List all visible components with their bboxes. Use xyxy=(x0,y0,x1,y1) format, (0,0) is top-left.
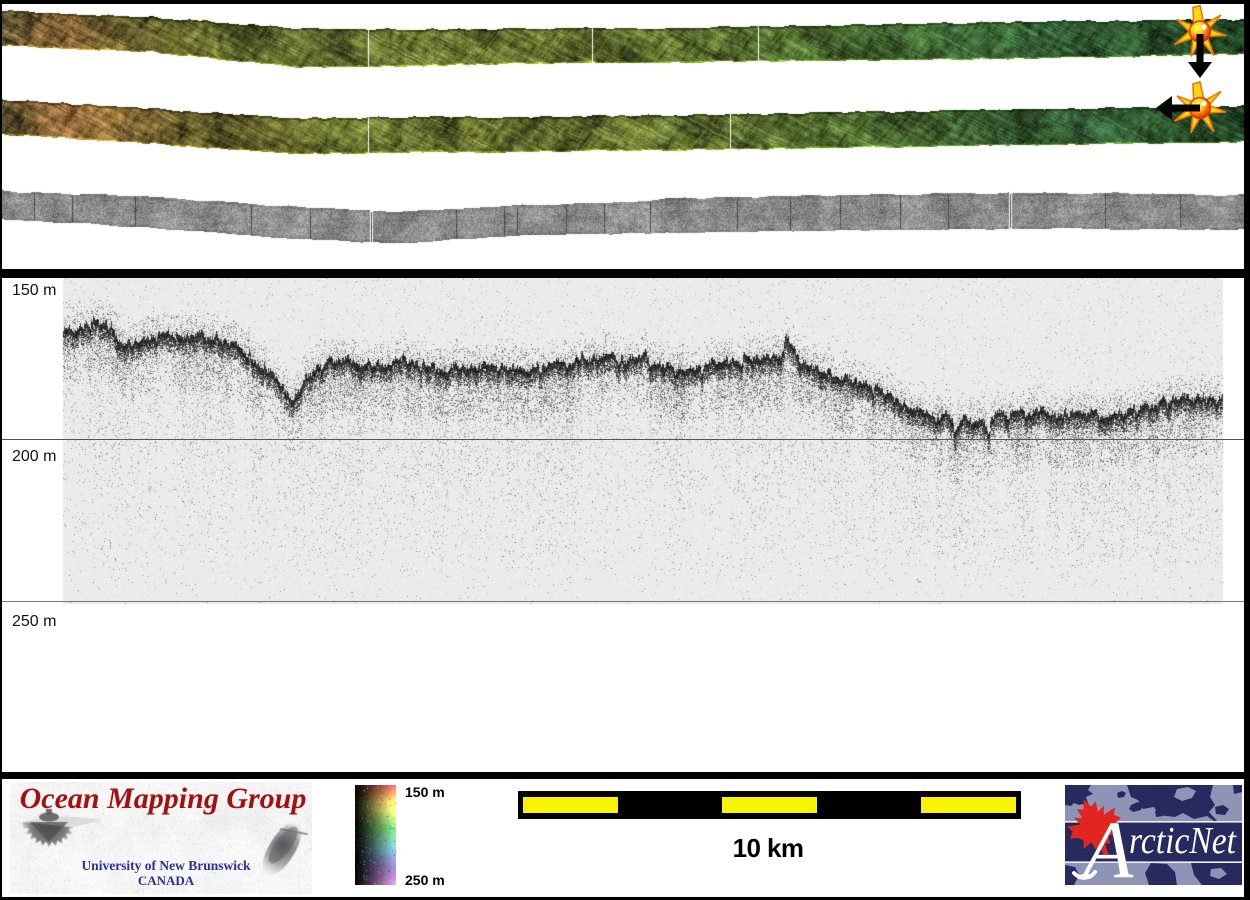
svg-text:rcticNet: rcticNet xyxy=(1129,820,1237,862)
svg-text:A: A xyxy=(1078,804,1134,885)
